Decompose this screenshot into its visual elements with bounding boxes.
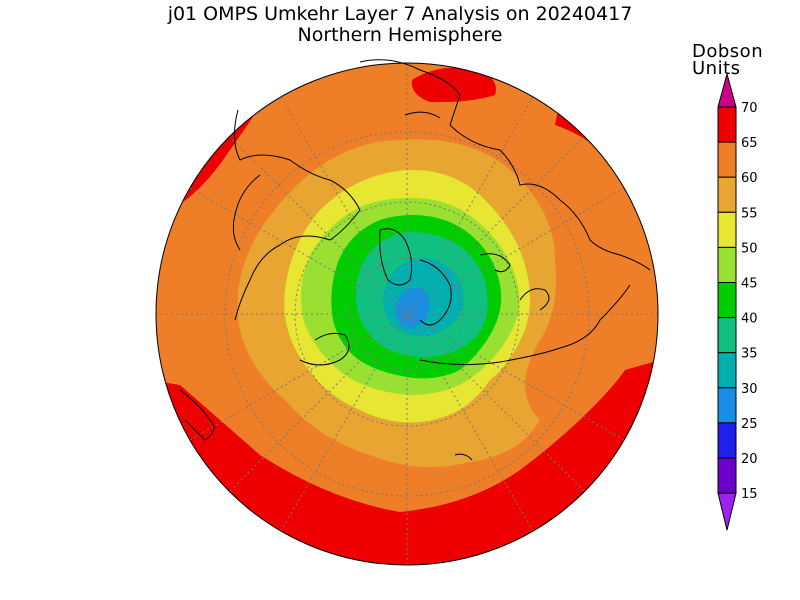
coastline-asia <box>419 284 631 366</box>
map-boundary <box>155 62 659 566</box>
coastline-hudson-bay <box>299 332 350 366</box>
colorbar-tick-label: 15 <box>741 487 758 502</box>
coastline-sea-ice <box>404 111 441 119</box>
colorbar-swatch <box>717 317 737 354</box>
chart-title: j01 OMPS Umkehr Layer 7 Analysis on 2024… <box>167 3 633 25</box>
coastline-arctic-islands <box>419 259 452 326</box>
graticule <box>156 63 658 565</box>
colorbar-tick-label: 45 <box>741 277 758 292</box>
colorbar-swatch <box>717 387 737 424</box>
coastline-greenland <box>379 228 413 286</box>
coastline-pacific-islands <box>179 389 215 441</box>
colorbar-swatch <box>717 457 737 494</box>
colorbar-tick-label: 50 <box>741 241 758 256</box>
colorbar-tick-label: 30 <box>741 382 758 397</box>
colorbar-tick-label: 35 <box>741 347 758 362</box>
colorbar-bottom-arrow <box>717 492 737 531</box>
colorbar-tick-label: 55 <box>741 206 758 221</box>
coastline-north-america <box>234 109 361 321</box>
colorbar-swatch <box>717 352 737 389</box>
coastline-asia-east <box>519 288 550 311</box>
coastlines <box>179 59 651 461</box>
colorbar-unit-line2: Units <box>692 58 741 79</box>
colorbar-swatch <box>717 246 737 283</box>
colorbar-tick-label: 65 <box>741 136 758 151</box>
colorbar-swatch <box>717 282 737 319</box>
latitude-circle-40 <box>224 131 590 497</box>
coastline-north-atlantic <box>479 253 511 273</box>
coastline-eurasia <box>359 59 651 271</box>
colorbar-swatch <box>717 211 737 248</box>
colorbar-tick-label: 25 <box>741 417 758 432</box>
band-65-70-top <box>411 67 496 103</box>
colorbar-top-arrow <box>717 72 737 108</box>
colorbar-tick-label: 40 <box>741 312 758 327</box>
colorbar-swatch <box>717 176 737 213</box>
colorbar-unit-line1: Dobson <box>692 41 764 62</box>
latitude-circle-60 <box>294 201 520 427</box>
colorbar-tick-label: 70 <box>741 101 758 116</box>
colorbar-tick-label: 60 <box>741 171 758 186</box>
meridian-line <box>189 187 625 441</box>
coastline-japan <box>454 453 473 461</box>
chart-subtitle: Northern Hemisphere <box>297 24 503 46</box>
colorbar-tick-label: 20 <box>741 452 758 467</box>
colorbar-swatch <box>717 422 737 459</box>
coastline-pacific <box>232 174 261 251</box>
colorbar-swatch <box>717 106 737 143</box>
colorbar-swatch <box>717 141 737 178</box>
